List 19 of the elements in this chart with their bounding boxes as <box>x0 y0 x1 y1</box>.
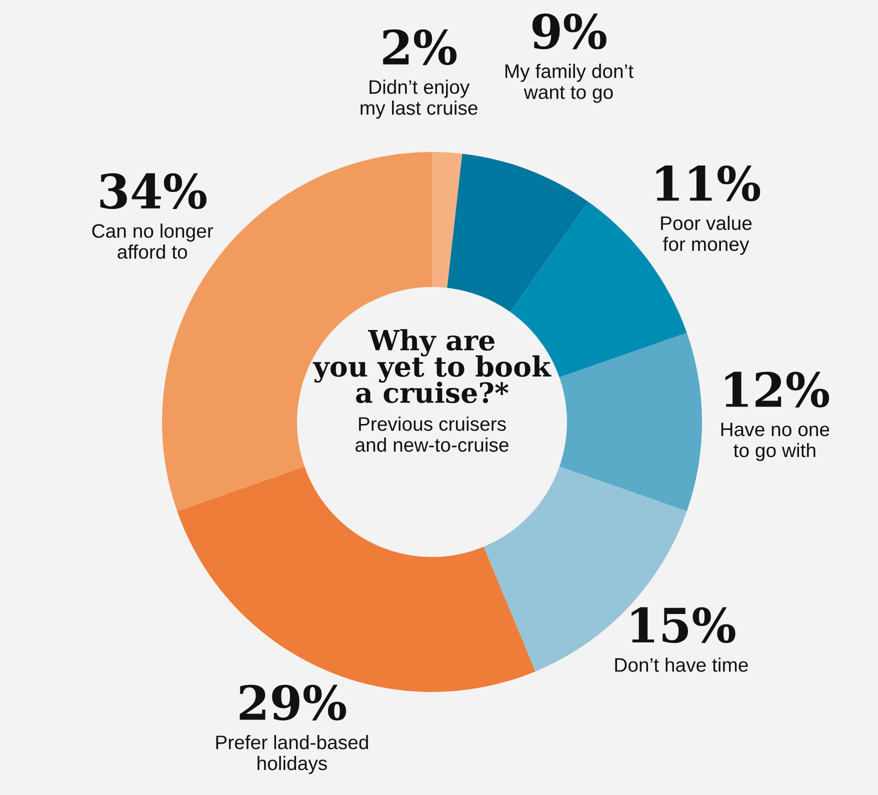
slice-label: Poor value for money <box>661 216 752 255</box>
donut-slice <box>447 154 588 312</box>
slice-label: Can no longer afford to <box>92 224 214 259</box>
data-label: 15% <box>632 607 736 644</box>
data-label: 34% <box>100 173 206 210</box>
donut-slice <box>559 332 702 512</box>
data-label: 11% <box>656 166 760 202</box>
data-label: 29% <box>240 684 346 720</box>
slice-label: Have no one to go with <box>721 422 830 462</box>
data-label: 2% <box>383 29 457 66</box>
text: Previous cruisers and new-to-cruise <box>356 416 508 452</box>
text: Why are you yet to book a cruise?* <box>312 329 552 404</box>
data-label: 9% <box>532 14 606 50</box>
slice-label: Prefer land-based holidays <box>216 734 368 774</box>
donut-slice <box>432 152 462 288</box>
slice-label: Didn’t enjoy my last cruise <box>360 80 478 119</box>
slice-label: Don’t have time <box>615 658 748 672</box>
slice-label: My family don’t want to go <box>505 64 634 103</box>
data-label: 12% <box>725 372 830 408</box>
